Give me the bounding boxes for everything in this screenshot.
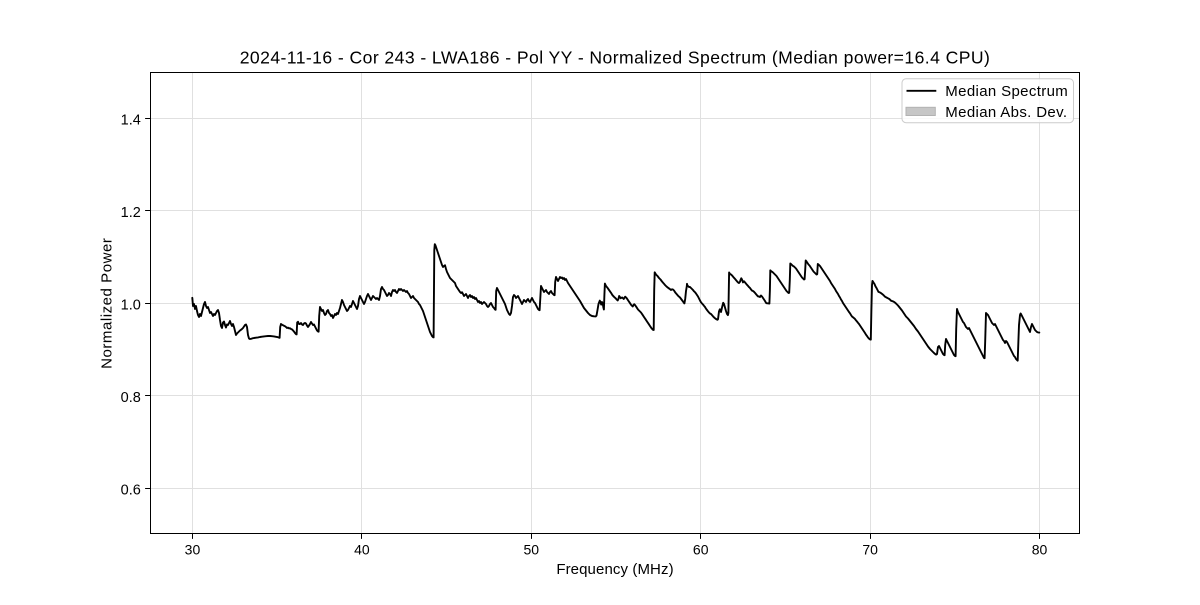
svg-text:50: 50	[524, 542, 540, 558]
svg-text:Frequency (MHz): Frequency (MHz)	[556, 561, 673, 578]
svg-text:1.2: 1.2	[121, 205, 141, 221]
svg-text:80: 80	[1032, 542, 1048, 558]
svg-text:2024-11-16 - Cor 243 - LWA186: 2024-11-16 - Cor 243 - LWA186 - Pol YY -…	[240, 48, 991, 68]
svg-text:0.6: 0.6	[121, 482, 141, 498]
svg-text:60: 60	[693, 542, 709, 558]
svg-text:Median Abs. Dev.: Median Abs. Dev.	[945, 104, 1067, 121]
svg-text:0.8: 0.8	[121, 390, 141, 406]
svg-text:30: 30	[185, 542, 201, 558]
svg-text:1.0: 1.0	[121, 297, 141, 313]
svg-text:70: 70	[862, 542, 878, 558]
svg-text:Median Spectrum: Median Spectrum	[945, 83, 1068, 100]
svg-text:40: 40	[354, 542, 370, 558]
svg-text:Normalized Power: Normalized Power	[99, 238, 116, 369]
svg-text:1.4: 1.4	[121, 112, 141, 128]
